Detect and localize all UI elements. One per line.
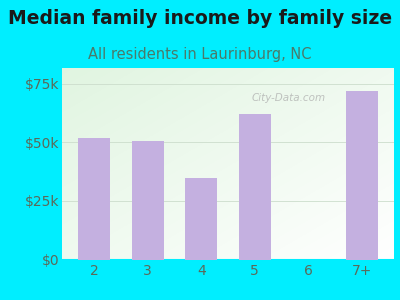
Bar [346,91,378,260]
Bar [78,138,110,260]
Bar [132,141,164,260]
Bar [185,178,217,260]
Text: City-Data.com: City-Data.com [251,93,325,103]
Text: Median family income by family size: Median family income by family size [8,9,392,28]
Bar [346,91,378,260]
Text: All residents in Laurinburg, NC: All residents in Laurinburg, NC [88,46,312,62]
Bar [185,178,217,260]
Bar [132,141,164,260]
Bar [78,138,110,260]
Bar [239,114,271,260]
Bar [239,114,271,260]
